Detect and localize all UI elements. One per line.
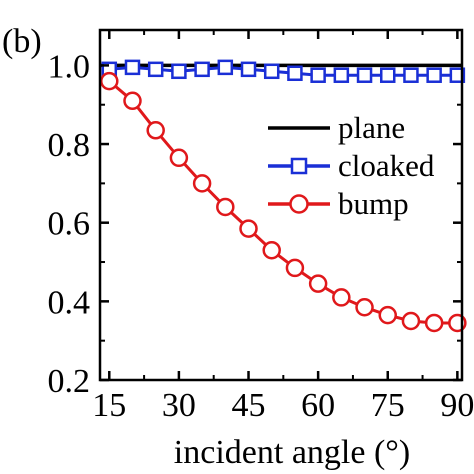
y-tick-label: 0.4 [48,284,91,321]
series-line-cloaked [109,65,458,77]
data-point-cloaked [263,63,280,80]
x-tick-label: 45 [232,387,266,424]
data-point-cloaked [147,61,164,78]
y-tick-label: 0.2 [48,363,91,400]
data-point-bump [192,174,212,193]
data-point-cloaked [217,59,234,76]
data-point-cloaked [333,67,350,83]
data-point-bump [401,311,421,331]
plot-area [100,59,467,333]
data-point-cloaked [356,67,373,83]
data-point-cloaked [287,65,303,82]
data-point-bump [100,71,119,91]
y-tick-label: 1.0 [48,48,91,85]
axes: 15 30 45 60 75 90 0.2 0.4 0.6 0.8 1.0 [48,28,474,424]
x-tick-label: 90 [440,387,474,424]
data-point-cloaked [124,59,141,76]
data-point-cloaked [403,67,419,83]
data-point-cloaked [310,67,326,83]
data-point-bump [123,91,142,111]
data-point-bump [285,258,305,278]
data-point-cloaked [426,67,442,83]
data-point-bump [169,148,189,168]
series-line-bump [108,79,458,325]
legend-label-cloaked: cloaked [338,148,435,183]
legend-marker-cloaked [290,157,308,175]
legend-marker-bump [289,194,309,214]
data-point-bump [239,219,258,238]
data-point-bump [262,240,281,260]
data-point-cloaked [194,61,210,78]
y-tick-label: 0.6 [48,206,91,243]
data-point-cloaked [240,61,257,78]
x-tick-label: 30 [162,387,196,424]
data-point-bump [378,305,397,325]
data-point-bump [308,274,328,293]
x-tick-label: 15 [92,387,126,424]
legend-label-plane: plane [338,110,405,145]
x-tick-label: 60 [301,387,335,424]
data-point-bump [355,297,374,317]
data-point-bump [146,121,165,140]
y-tick-label: 0.8 [48,127,91,164]
data-point-cloaked [379,67,396,83]
x-tick-label: 75 [371,387,405,424]
data-point-bump [216,197,235,217]
plot-frame [98,28,464,382]
x-axis-title: incident angle (°) [174,434,410,471]
data-point-cloaked [171,63,187,80]
legend-label-bump: bump [338,186,409,221]
data-point-bump [332,288,351,307]
data-point-bump [424,313,444,333]
panel-label: (b) [2,23,42,60]
data-point-cloaked [449,67,466,83]
